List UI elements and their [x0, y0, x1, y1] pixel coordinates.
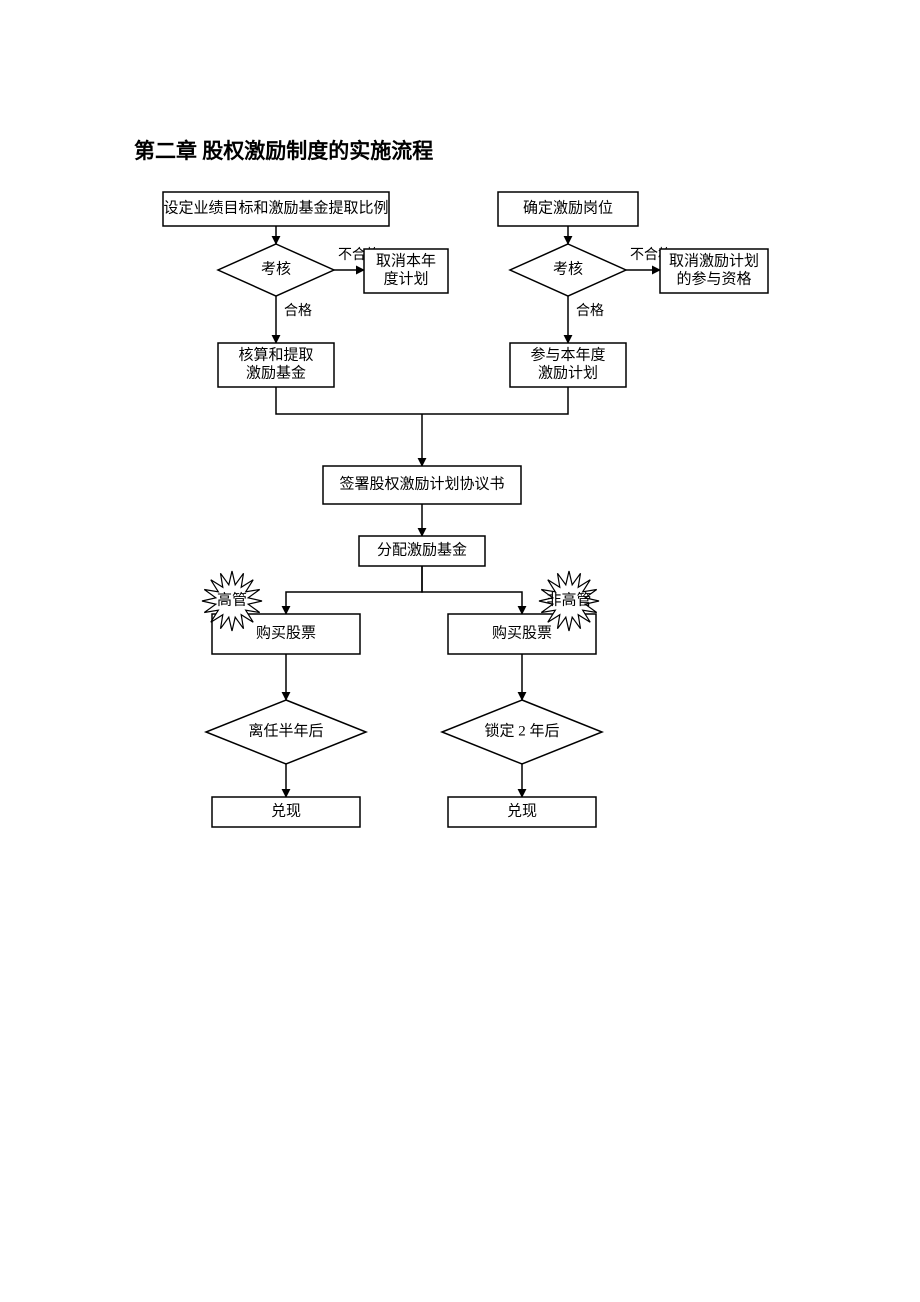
svg-text:离任半年后: 离任半年后 — [248, 722, 323, 739]
node-d4: 锁定 2 年后 — [442, 700, 602, 764]
node-n11: 兑现 — [212, 797, 360, 827]
edge-e7 — [276, 387, 568, 414]
node-n1: 设定业绩目标和激励基金提取比例 — [163, 192, 389, 226]
svg-text:非高管: 非高管 — [546, 591, 591, 608]
node-n7: 签署股权激励计划协议书 — [323, 466, 521, 504]
svg-text:锁定 2 年后: 锁定 2 年后 — [484, 722, 559, 739]
svg-text:考核: 考核 — [553, 260, 583, 277]
node-d1: 考核 — [218, 244, 334, 296]
edge-e10 — [286, 566, 422, 614]
node-n6: 参与本年度激励计划 — [510, 343, 626, 387]
svg-text:参与本年度: 参与本年度 — [530, 346, 605, 363]
svg-text:核算和提取: 核算和提取 — [238, 345, 313, 363]
node-n8: 分配激励基金 — [359, 536, 485, 566]
edge-e11 — [422, 566, 522, 614]
svg-text:取消本年: 取消本年 — [376, 252, 436, 269]
svg-text:的参与资格: 的参与资格 — [676, 270, 751, 287]
flowchart-canvas: 不合格不合格合格合格设定业绩目标和激励基金提取比例确定激励岗位考核考核取消本年度… — [0, 0, 920, 1302]
svg-text:确定激励岗位: 确定激励岗位 — [523, 199, 613, 216]
svg-text:签署股权激励计划协议书: 签署股权激励计划协议书 — [339, 475, 504, 492]
node-d2: 考核 — [510, 244, 626, 296]
edge-label-e6: 合格 — [576, 303, 604, 319]
svg-text:设定业绩目标和激励基金提取比例: 设定业绩目标和激励基金提取比例 — [163, 199, 388, 216]
node-n4: 取消激励计划的参与资格 — [660, 249, 768, 293]
svg-text:购买股票: 购买股票 — [492, 624, 552, 641]
svg-text:兑现: 兑现 — [271, 802, 301, 819]
svg-text:激励基金: 激励基金 — [246, 364, 306, 381]
edge-label-e5: 合格 — [284, 303, 312, 319]
svg-text:高管: 高管 — [217, 591, 247, 608]
node-n5: 核算和提取激励基金 — [218, 343, 334, 387]
node-d3: 离任半年后 — [206, 700, 366, 764]
node-n12: 兑现 — [448, 797, 596, 827]
node-b2: 非高管 — [539, 571, 599, 631]
svg-text:度计划: 度计划 — [383, 270, 428, 287]
svg-text:激励计划: 激励计划 — [538, 364, 598, 381]
node-n2: 确定激励岗位 — [498, 192, 638, 226]
svg-text:分配激励基金: 分配激励基金 — [377, 541, 467, 558]
node-b1: 高管 — [202, 571, 262, 631]
svg-text:考核: 考核 — [261, 260, 291, 277]
svg-text:取消激励计划: 取消激励计划 — [669, 252, 759, 269]
svg-text:购买股票: 购买股票 — [256, 624, 316, 641]
svg-text:兑现: 兑现 — [507, 802, 537, 819]
node-n3: 取消本年度计划 — [364, 249, 448, 293]
